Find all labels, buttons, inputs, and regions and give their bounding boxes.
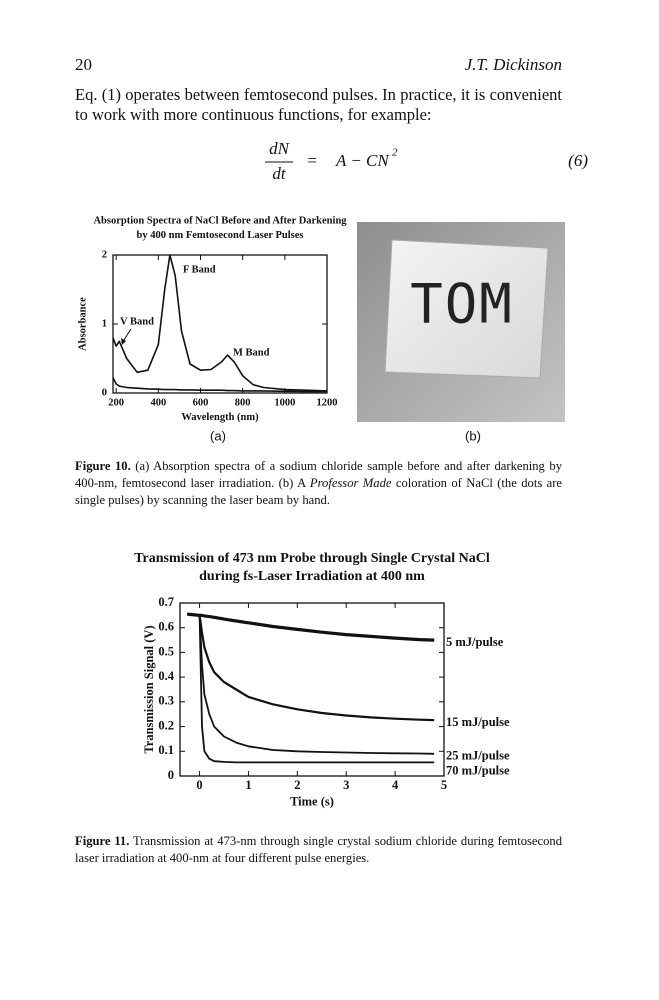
eq-numerator: dN: [269, 139, 291, 158]
y-axis-label: Transmission Signal (V): [142, 625, 156, 753]
eq-rhs: A − CN: [335, 151, 390, 170]
y-tick-label: 0.6: [158, 620, 174, 634]
x-tick-label: 1000: [274, 397, 295, 408]
x-tick-label: 200: [108, 397, 124, 408]
figure-caption: Figure 10. (a) Absorption spectra of a s…: [75, 458, 562, 509]
x-tick-label: 2: [294, 778, 300, 792]
chart-title: Absorption Spectra of NaCl Before and Af…: [93, 215, 347, 226]
x-tick-label: 400: [150, 397, 166, 408]
x-tick-label: 600: [193, 397, 209, 408]
data-line: [187, 613, 435, 722]
annotation: M Band: [233, 347, 270, 358]
x-tick-label: 1: [245, 778, 251, 792]
y-tick-label: 0.1: [158, 743, 174, 757]
y-tick-label: 0.2: [158, 718, 174, 732]
x-axis-label: Wavelength (nm): [181, 412, 259, 423]
caption-text: coloration of NaCl (the dots are single …: [75, 476, 563, 507]
x-tick-label: 5: [441, 778, 447, 792]
photo-text: TOM: [410, 273, 514, 336]
x-tick-label: 800: [235, 397, 251, 408]
y-axis-label: Absorbance: [77, 297, 88, 351]
x-tick-label: 0: [196, 778, 202, 792]
photo: TOM: [357, 222, 565, 422]
arrow-head: [121, 338, 126, 345]
caption-emphasis: Professor Made: [309, 476, 392, 490]
eq-exponent: 2: [392, 147, 398, 159]
paragraph: Eq. (1) operates between femtosecond pul…: [75, 85, 562, 124]
series-label: 5 mJ/pulse: [446, 635, 504, 649]
panel-label: (b): [465, 428, 481, 443]
y-tick-label: 1: [102, 318, 107, 329]
series-label: 25 mJ/pulse: [446, 749, 510, 763]
y-tick-label: 0.4: [158, 669, 174, 683]
figure-caption: Figure 11. Transmission at 473-nm throug…: [75, 833, 562, 867]
y-tick-label: 0.7: [158, 595, 174, 609]
plot-frame: [179, 602, 445, 777]
running-head: J.T. Dickinson: [464, 55, 562, 74]
caption-label: Figure 10.: [75, 459, 131, 473]
chart: Transmission of 473 nm Probe through Sin…: [134, 551, 510, 808]
chart-subtitle: during fs-Laser Irradiation at 400 nm: [199, 569, 425, 584]
chart-subtitle: by 400 nm Femtosecond Laser Pulses: [137, 230, 304, 241]
chart-title: Transmission of 473 nm Probe through Sin…: [134, 551, 490, 566]
y-tick-label: 0.5: [158, 644, 174, 658]
y-tick-label: 2: [102, 249, 107, 260]
equation: dN dt = A − CN 2 (6): [265, 139, 588, 183]
x-axis-label: Time (s): [290, 794, 334, 808]
data-line: [187, 613, 435, 755]
eq-denominator: dt: [272, 164, 287, 183]
chart: Absorption Spectra of NaCl Before and Af…: [77, 215, 347, 423]
y-tick-label: 0: [102, 387, 107, 398]
x-tick-label: 1200: [317, 397, 338, 408]
data-line: [187, 613, 435, 764]
y-tick-label: 0: [168, 768, 174, 782]
annotation: F Band: [183, 264, 216, 275]
y-tick-label: 0.3: [158, 694, 174, 708]
caption-text: Transmission at 473-nm through single cr…: [75, 834, 562, 865]
page-number: 20: [75, 55, 92, 74]
data-line: [112, 377, 327, 393]
data-line: [112, 254, 328, 392]
eq-number: (6): [568, 151, 588, 170]
data-line: [187, 612, 435, 642]
series-label: 15 mJ/pulse: [446, 715, 510, 729]
annotation: V Band: [120, 316, 154, 327]
eq-operator: =: [306, 151, 317, 170]
panel-label: (a): [210, 428, 226, 443]
x-tick-label: 3: [343, 778, 349, 792]
x-tick-label: 4: [392, 778, 399, 792]
series-label: 70 mJ/pulse: [446, 764, 510, 778]
caption-label: Figure 11.: [75, 834, 130, 848]
crystal: [384, 239, 549, 379]
caption-text: (a) Absorption spectra of a sodium chlor…: [75, 459, 562, 490]
